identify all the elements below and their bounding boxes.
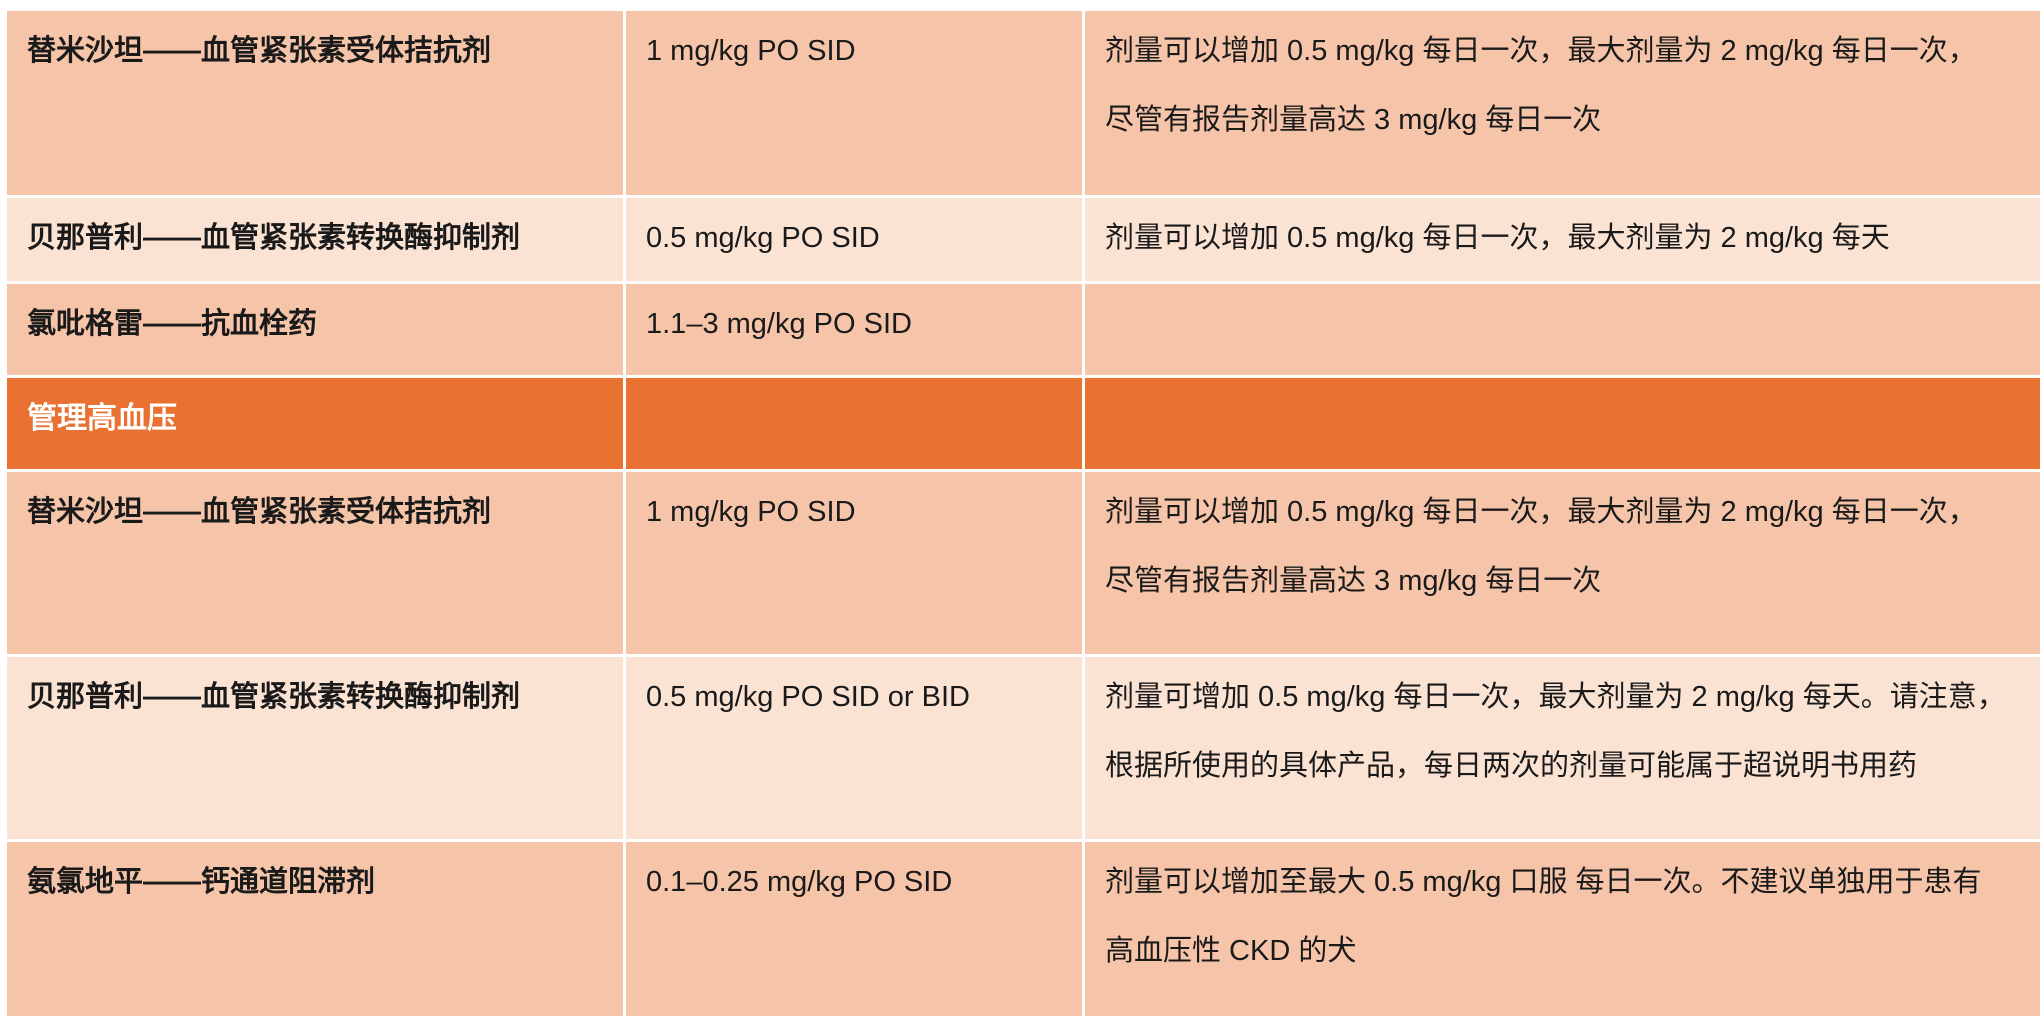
note-line: 剂量可以增加 0.5 mg/kg 每日一次，最大剂量为 2 mg/kg 每日一次…	[1105, 35, 1977, 67]
note-line: 剂量可以增加 0.5 mg/kg 每日一次，最大剂量为 2 mg/kg 每天	[1105, 222, 1890, 254]
notes-cell: 剂量可以增加至最大 0.5 mg/kg 口服 每日一次。不建议单独用于患有 高血…	[1082, 839, 2043, 1019]
dose-cell: 0.1–0.25 mg/kg PO SID	[623, 839, 1085, 1019]
note-line: 高血压性 CKD 的犬	[1105, 935, 1357, 967]
dose-cell: 1.1–3 mg/kg PO SID	[623, 281, 1085, 378]
note-line: 剂量可以增加 0.5 mg/kg 每日一次，最大剂量为 2 mg/kg 每日一次…	[1105, 496, 1977, 528]
table-row: 氨氯地平——钙通道阻滞剂 0.1–0.25 mg/kg PO SID 剂量可以增…	[4, 839, 2043, 1019]
notes-cell	[1082, 281, 2043, 378]
table-row: 替米沙坦——血管紧张素受体拮抗剂 1 mg/kg PO SID 剂量可以增加 0…	[4, 469, 2043, 657]
drug-dosing-table-container: 替米沙坦——血管紧张素受体拮抗剂 1 mg/kg PO SID 剂量可以增加 0…	[4, 8, 2043, 1019]
note-line: 剂量可增加 0.5 mg/kg 每日一次，最大剂量为 2 mg/kg 每天。请注…	[1105, 681, 2006, 713]
section-header-cell: 管理高血压	[4, 375, 626, 472]
section-header-cell-empty	[1082, 375, 2043, 472]
drug-cell: 替米沙坦——血管紧张素受体拮抗剂	[4, 469, 626, 657]
drug-cell: 贝那普利——血管紧张素转换酶抑制剂	[4, 195, 626, 284]
dose-cell: 1 mg/kg PO SID	[623, 469, 1085, 657]
notes-cell: 剂量可增加 0.5 mg/kg 每日一次，最大剂量为 2 mg/kg 每天。请注…	[1082, 654, 2043, 842]
section-header-cell-empty	[623, 375, 1085, 472]
note-line: 剂量可以增加至最大 0.5 mg/kg 口服 每日一次。不建议单独用于患有	[1105, 866, 1982, 898]
section-header-row: 管理高血压	[4, 375, 2043, 472]
dose-cell: 1 mg/kg PO SID	[623, 8, 1085, 198]
drug-cell: 氨氯地平——钙通道阻滞剂	[4, 839, 626, 1019]
dose-cell: 0.5 mg/kg PO SID or BID	[623, 654, 1085, 842]
table-row: 贝那普利——血管紧张素转换酶抑制剂 0.5 mg/kg PO SID 剂量可以增…	[4, 195, 2043, 284]
table-row: 贝那普利——血管紧张素转换酶抑制剂 0.5 mg/kg PO SID or BI…	[4, 654, 2043, 842]
note-line: 尽管有报告剂量高达 3 mg/kg 每日一次	[1105, 565, 1602, 597]
table-row: 替米沙坦——血管紧张素受体拮抗剂 1 mg/kg PO SID 剂量可以增加 0…	[4, 8, 2043, 198]
note-line: 尽管有报告剂量高达 3 mg/kg 每日一次	[1105, 104, 1602, 136]
note-line: 根据所使用的具体产品，每日两次的剂量可能属于超说明书用药	[1105, 750, 1918, 782]
drug-cell: 替米沙坦——血管紧张素受体拮抗剂	[4, 8, 626, 198]
notes-cell: 剂量可以增加 0.5 mg/kg 每日一次，最大剂量为 2 mg/kg 每日一次…	[1082, 469, 2043, 657]
notes-cell: 剂量可以增加 0.5 mg/kg 每日一次，最大剂量为 2 mg/kg 每日一次…	[1082, 8, 2043, 198]
drug-cell: 贝那普利——血管紧张素转换酶抑制剂	[4, 654, 626, 842]
table-row: 氯吡格雷——抗血栓药 1.1–3 mg/kg PO SID	[4, 281, 2043, 378]
drug-cell: 氯吡格雷——抗血栓药	[4, 281, 626, 378]
drug-dosing-table: 替米沙坦——血管紧张素受体拮抗剂 1 mg/kg PO SID 剂量可以增加 0…	[4, 8, 2043, 1019]
notes-cell: 剂量可以增加 0.5 mg/kg 每日一次，最大剂量为 2 mg/kg 每天	[1082, 195, 2043, 284]
dose-cell: 0.5 mg/kg PO SID	[623, 195, 1085, 284]
